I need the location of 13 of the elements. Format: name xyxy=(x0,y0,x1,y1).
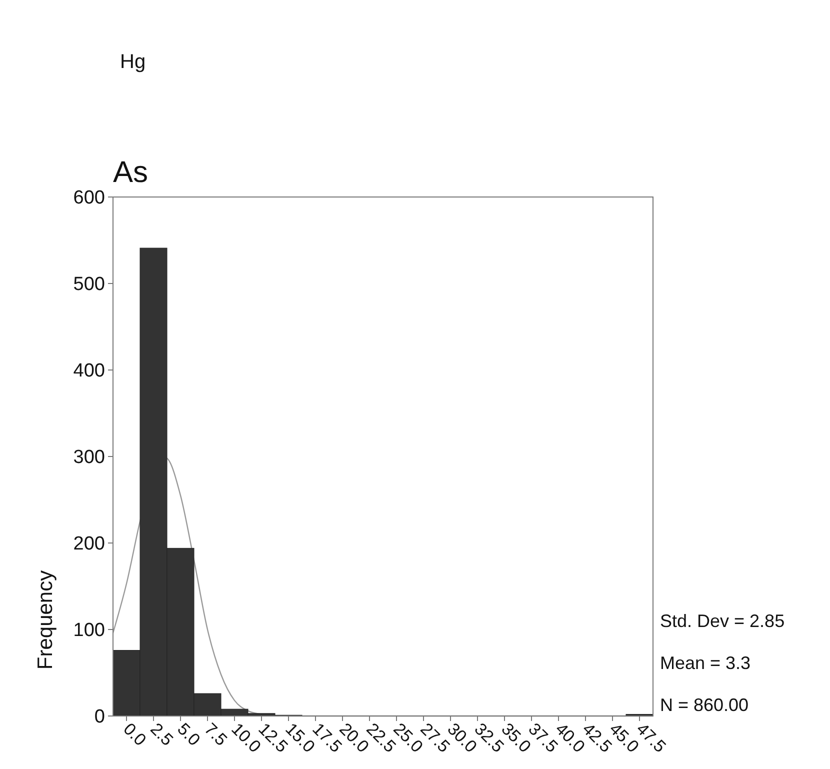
y-tick-label: 400 xyxy=(73,360,105,382)
y-tick-label: 100 xyxy=(73,620,105,642)
text: Hg xyxy=(120,51,146,73)
y-tick-label: 600 xyxy=(73,188,105,209)
y-axis-title: Frequency xyxy=(34,570,57,670)
chart-title: As xyxy=(113,156,148,189)
y-tick-label: 300 xyxy=(73,447,105,468)
text: Std. Dev = 2.85 xyxy=(660,611,785,631)
y-tick-label: 0 xyxy=(94,706,105,728)
text: Mean = 3.3 xyxy=(660,653,751,673)
text: N = 860.00 xyxy=(660,695,749,715)
y-tick-label: 200 xyxy=(73,534,105,555)
y-tick-label: 500 xyxy=(73,274,105,296)
